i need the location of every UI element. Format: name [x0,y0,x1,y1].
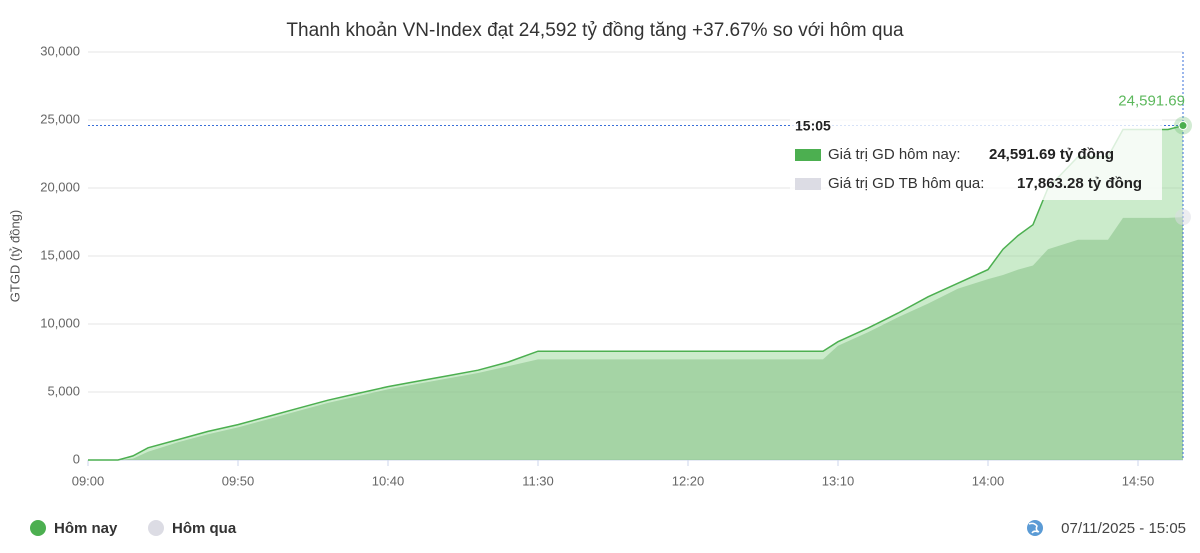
tooltip-box [790,112,1162,200]
area [88,217,1183,460]
x-tick-label: 14:00 [972,473,1005,488]
y-tick-label: 15,000 [40,247,80,262]
line [88,124,1184,461]
tooltip-time: 15:05 [795,118,831,134]
x-tick-label: 14:50 [1122,473,1155,488]
tooltip-label: Giá trị GD TB hôm qua: [828,175,984,192]
chart-title: Thanh khoản VN-Index đạt 24,592 tỷ đồng … [286,20,904,41]
x-tick-label: 10:40 [372,473,405,488]
area [88,125,1183,460]
x-tick-label: 13:10 [822,473,855,488]
y-tick-label: 30,000 [40,43,80,58]
x-tick-label: 11:30 [522,473,554,488]
y-tick-label: 5,000 [47,383,80,398]
point [1178,121,1188,131]
globe-icon [1027,520,1043,536]
y-axis-label: GTGD (tỷ đồng) [7,210,22,302]
point-halo [1175,209,1191,226]
tooltip-swatch [795,149,821,161]
y-tick-label: 20,000 [40,179,80,194]
legend-label: Hôm qua [172,520,237,537]
tooltip-label: Giá trị GD hôm nay: [828,146,961,163]
tooltip-value: 24,591.69 tỷ đồng [989,146,1114,163]
tooltip-swatch [795,178,821,190]
timestamp: 07/11/2025 - 15:05 [1061,520,1186,537]
legend-marker [30,520,46,536]
tooltip-value: 17,863.28 tỷ đồng [1017,175,1142,192]
legend-marker [148,520,164,536]
y-tick-label: 25,000 [40,111,80,126]
y-tick-label: 10,000 [40,315,80,330]
legend-label: Hôm nay [54,520,118,537]
data-label: 24,591.69 [1118,93,1185,110]
x-tick-label: 09:00 [72,473,105,488]
x-tick-label: 12:20 [672,473,705,488]
x-tick-label: 09:50 [222,473,255,488]
y-tick-label: 0 [73,451,80,466]
